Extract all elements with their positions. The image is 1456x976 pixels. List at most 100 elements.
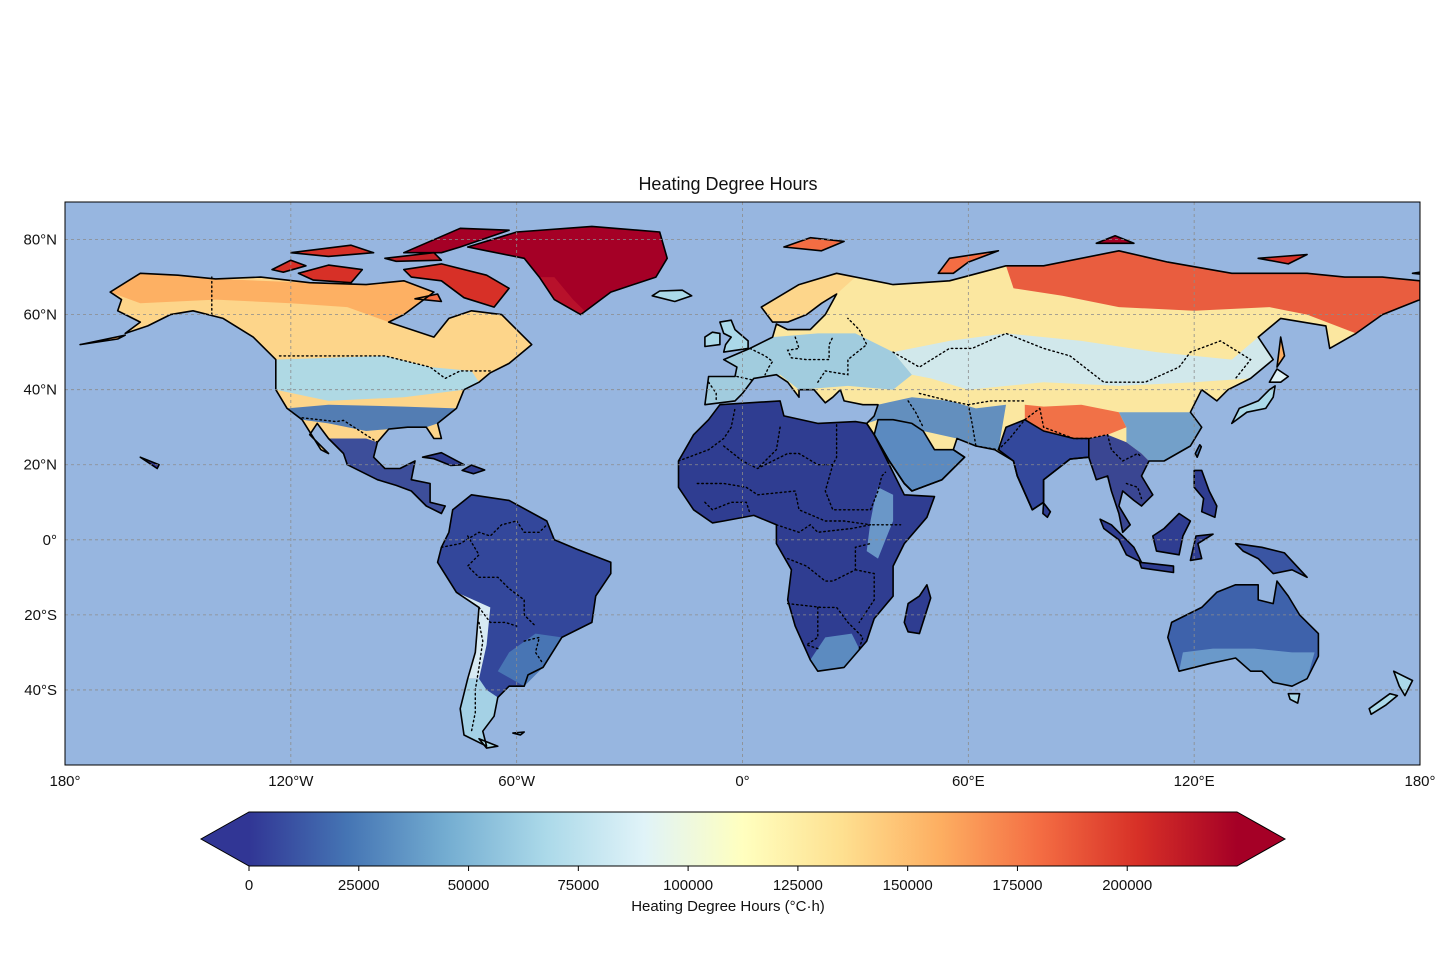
country-border	[1125, 482, 1143, 500]
colorbar-outline	[199, 811, 1287, 867]
region-taiwan	[1195, 444, 1202, 458]
coastline-great-britain	[719, 319, 749, 353]
coastline-madagascar	[903, 583, 932, 635]
country-border	[907, 400, 924, 428]
region-arabia	[874, 419, 965, 491]
country-border	[736, 375, 755, 381]
coastline-hokkaido	[1268, 368, 1290, 384]
coastline-tasmania	[1287, 692, 1301, 704]
lon-tick-label: 60°E	[952, 773, 985, 790]
colorbar-label: Heating Degree Hours (°C·h)	[631, 898, 825, 915]
lat-tick-label: 0°	[43, 532, 57, 549]
coastline-wrangel-island	[1411, 271, 1420, 275]
band-middle-east-band	[866, 397, 1006, 450]
region-new-zealand-south	[1369, 693, 1398, 715]
country-border	[817, 317, 868, 383]
country-border	[804, 606, 819, 650]
coastline-banks-island	[271, 259, 307, 274]
country-border	[704, 501, 751, 515]
coastline-new-zealand-south	[1368, 692, 1399, 716]
lat-tick-label: 80°N	[23, 232, 57, 249]
country-border	[466, 535, 480, 578]
map-frame	[64, 201, 1421, 766]
coastline-java	[1138, 561, 1175, 574]
coastline-sakhalin	[1276, 336, 1286, 368]
band-southeast-asia-band	[1088, 434, 1153, 533]
band-canada-subarctic-band	[110, 273, 434, 323]
colorbar-tick-label: 50000	[448, 877, 490, 894]
coastline-south-america	[436, 493, 612, 748]
coastline-arabia	[873, 418, 966, 492]
colorbar: 0 25000 50000 75000 100000 125000 150000 175000…	[199, 811, 1287, 894]
coastline-devon-island	[384, 251, 443, 263]
coastline-baffin-island	[402, 263, 510, 308]
country-border	[786, 336, 834, 361]
colorbar-tick-label: 200000	[1102, 877, 1152, 894]
country-border	[707, 381, 717, 402]
country-border	[975, 407, 1041, 451]
region-eurasia	[704, 250, 1420, 533]
lat-tick-label: 20°N	[23, 457, 57, 474]
country-border	[278, 355, 491, 380]
country-border	[749, 347, 774, 376]
region-tasmania	[1288, 693, 1300, 704]
region-sulawesi	[1190, 534, 1213, 561]
coastline-greenland	[466, 225, 669, 316]
coastline-north-america	[109, 272, 533, 515]
country-border	[1106, 434, 1143, 462]
country-border	[775, 523, 902, 534]
country-border	[301, 417, 379, 443]
lat-tick-label: 40°S	[24, 682, 57, 699]
country-border	[756, 426, 781, 470]
country-border	[854, 569, 875, 624]
region-madagascar	[904, 584, 931, 634]
region-java	[1139, 562, 1174, 573]
coastline-southampton-island	[414, 293, 443, 303]
lon-tick-label: 180°	[49, 773, 80, 790]
coastline-philippines	[1193, 469, 1218, 519]
colorbar-tick-label: 75000	[557, 877, 599, 894]
country-border	[723, 422, 838, 470]
band-greenland-coast	[539, 277, 585, 315]
band-scandinavia-band	[761, 273, 856, 323]
coastline-tierra-del-fuego	[478, 737, 499, 749]
lon-tick-label: 60°W	[498, 773, 536, 790]
country-border	[1039, 407, 1109, 440]
band-south-africa-band	[810, 633, 860, 672]
band-china-east-band	[1118, 412, 1202, 461]
region-new-siberian-islands	[1258, 254, 1308, 264]
coastline-australia	[1167, 580, 1320, 688]
region-greenland	[467, 226, 668, 315]
country-border	[677, 407, 736, 462]
coastline-alaska-islands	[79, 334, 126, 346]
lon-tick-label: 180°	[1404, 773, 1435, 790]
lat-tick-label: 60°N	[23, 307, 57, 324]
band-southern-cone-band	[497, 633, 562, 687]
coastline-queen-elizabeth-islands	[289, 244, 375, 258]
coastline-indian-subcontinent-india	[997, 418, 1090, 511]
colorbar-extend-max	[1237, 812, 1285, 866]
colorbar-gradient	[249, 812, 1237, 866]
coastline-ireland	[704, 331, 721, 348]
band-west-europe-band	[704, 333, 912, 405]
coastline-victoria-island	[297, 264, 364, 284]
country-border	[824, 464, 887, 511]
coastline-africa	[677, 400, 936, 673]
coastline-svalbard	[783, 236, 845, 252]
region-philippines	[1194, 470, 1217, 518]
lon-tick-label: 120°E	[1174, 773, 1215, 790]
coastline-falklands	[512, 731, 526, 736]
coastline-new-guinea	[1234, 542, 1308, 579]
country-border	[470, 621, 484, 732]
country-border	[892, 332, 1071, 368]
region-hokkaido	[1269, 369, 1289, 383]
coastline-borneo	[1152, 512, 1192, 556]
region-sumatra	[1100, 519, 1142, 563]
region-cuba	[422, 452, 464, 466]
country-border	[440, 520, 518, 548]
coastline-iceland	[651, 289, 693, 303]
country-border	[696, 482, 872, 526]
band-mid-asia-band	[893, 333, 1274, 390]
coastline-new-zealand-north	[1392, 670, 1414, 697]
country-border	[787, 542, 872, 582]
